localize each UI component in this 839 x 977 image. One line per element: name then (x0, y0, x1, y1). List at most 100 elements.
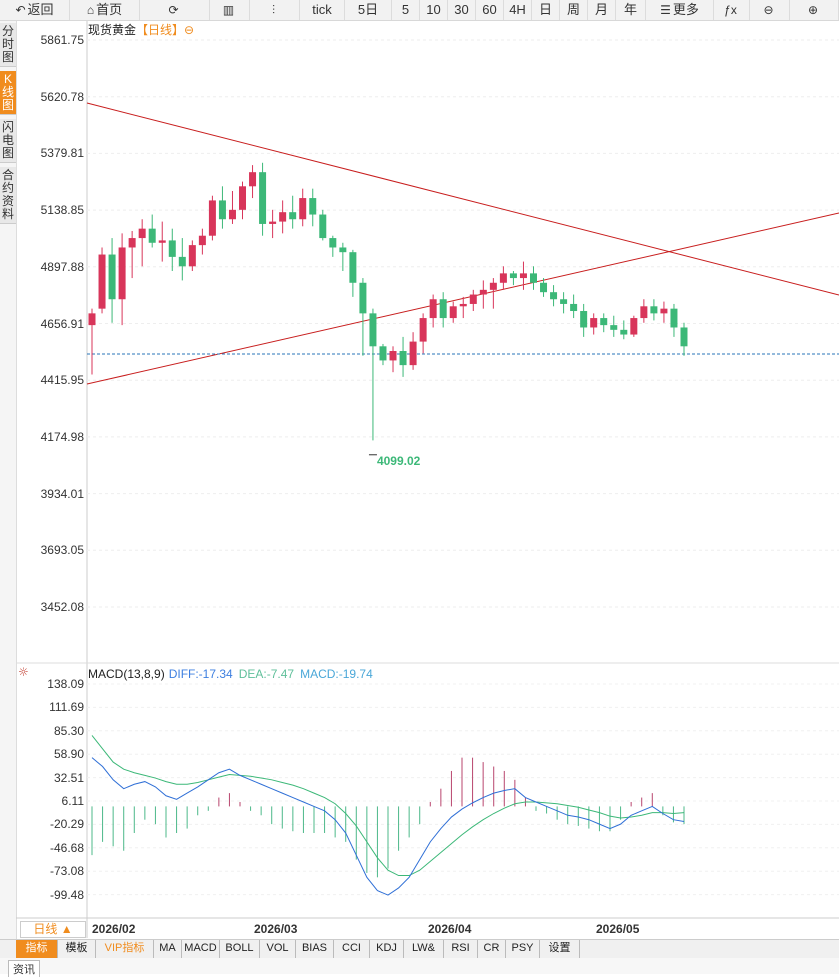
60min-button[interactable]: 60 (476, 0, 504, 20)
candle-body (198, 235, 206, 246)
4h-button[interactable]: 4H (504, 0, 532, 20)
10min-button[interactable]: 10 (420, 0, 448, 20)
formula-button[interactable]: ƒx (714, 0, 750, 20)
macd-tick-label: 138.09 (47, 677, 84, 691)
indicator-tabs: 指标 模板 VIP指标 MA MACD BOLL VOL BIAS CCI KDJ LW& RSI CR… (0, 939, 839, 959)
date-tick-label: 2026/02 (92, 922, 136, 936)
chart-title: 现货黄金【日线】⊖ (88, 21, 194, 38)
candle-body (168, 240, 176, 257)
macd-diff-value: DIFF:-17.34 (168, 667, 233, 681)
year-button[interactable]: 年 (616, 0, 646, 20)
tab-contract-info[interactable]: 合约资料 (0, 167, 16, 224)
candle-body (640, 306, 648, 319)
candle-body (519, 273, 527, 279)
week-button[interactable]: 周 (560, 0, 588, 20)
toolbar-label: 30 (454, 2, 469, 17)
month-button[interactable]: 月 (588, 0, 616, 20)
candle-body (98, 254, 106, 309)
macd-params: MACD(13,8,9) (88, 667, 165, 681)
news-tab[interactable]: 资讯 (8, 960, 40, 977)
zoom-in-icon: ⊕ (807, 3, 819, 17)
price-tick-label: 5861.75 (40, 33, 84, 47)
chart-type-button[interactable]: ▥ (210, 0, 250, 20)
toolbar-label: 5日 (357, 2, 379, 17)
price-tick-label: 4897.88 (40, 259, 84, 274)
candle-body (489, 282, 497, 290)
zoom-out-button[interactable]: ⊖ (750, 0, 790, 20)
indicator-tab[interactable]: 指标 (16, 940, 58, 958)
candle-body (88, 313, 96, 326)
indicator-tab[interactable]: CCI (334, 940, 370, 958)
candle-body (218, 200, 226, 220)
day-button[interactable]: 日 (532, 0, 560, 20)
indicator-tab[interactable]: VOL (260, 940, 296, 958)
macd-hist-value: MACD:-19.74 (300, 667, 373, 681)
candle-body (670, 308, 678, 328)
candle-body (560, 299, 568, 304)
price-tick-label: 4415.95 (40, 373, 84, 388)
candle-body (329, 238, 337, 248)
5min-button[interactable]: 5 (392, 0, 420, 20)
toolbar-label: 返回 (27, 2, 54, 17)
tick-button[interactable]: tick (300, 0, 345, 20)
candle-body (449, 306, 457, 319)
toolbar-label: 日 (538, 2, 552, 17)
macd-tick-label: -46.68 (49, 840, 84, 855)
indicator-tab[interactable]: VIP指标 (96, 940, 154, 958)
more-button[interactable]: ☰ 更多 (646, 0, 714, 20)
candle-body (319, 214, 327, 239)
home-icon: ⌂ (86, 3, 95, 17)
indicator-tab[interactable]: MA (154, 940, 182, 958)
candle-body (389, 351, 397, 361)
candle-body (369, 313, 377, 347)
indicator-tab[interactable]: CR (478, 940, 506, 958)
macd-legend: MACD(13,8,9) DIFF:-17.34 DEA:-7.47 MACD:-19… (88, 667, 373, 681)
indicator-tab[interactable]: LW& (404, 940, 444, 958)
candle-type-button[interactable]: ⫶ (250, 0, 300, 20)
price-tick-label: 4174.98 (40, 429, 84, 444)
indicator-tab[interactable]: BOLL (220, 940, 260, 958)
home-button[interactable]: ⌂ 首页 (70, 0, 140, 20)
candle-body (419, 318, 427, 342)
macd-tick-label: -99.48 (49, 887, 84, 902)
tab-flash-chart[interactable]: 闪电图 (0, 119, 16, 163)
candle-body (148, 228, 156, 243)
back-arrow-icon: ↶ (15, 3, 26, 17)
macd-tick-label: 6.11 (61, 794, 84, 808)
date-tick-label: 2026/03 (254, 922, 298, 936)
macd-tick-label: 85.30 (53, 723, 84, 738)
indicator-tab[interactable]: BIAS (296, 940, 334, 958)
candle-body (359, 282, 367, 314)
zoom-out-icon: ⊖ (763, 3, 774, 17)
side-tab-label: 合约资料 (1, 168, 14, 221)
settings-circle-icon[interactable]: ⊖ (184, 23, 195, 37)
back-button[interactable]: ↶ 返回 (0, 0, 70, 20)
indicator-tab[interactable]: 模板 (58, 940, 96, 958)
candle-body (138, 228, 146, 239)
period-tag[interactable]: 【日线】 (136, 23, 185, 37)
indicator-tab[interactable]: MACD (182, 940, 220, 958)
bar-chart-icon: ▥ (222, 3, 235, 17)
candle-body (570, 303, 578, 312)
tab-time-chart[interactable]: 分时图 (0, 23, 16, 67)
candle-body (249, 172, 257, 187)
date-tick-label: 2026/05 (596, 922, 640, 936)
indicator-tab[interactable]: RSI (444, 940, 478, 958)
candle-body (118, 247, 126, 300)
5day-button[interactable]: 5日 (345, 0, 392, 20)
toolbar-label: 60 (482, 2, 497, 17)
indicator-tab[interactable]: KDJ (370, 940, 404, 958)
period-select-button[interactable]: 日线 ▲ (20, 921, 86, 938)
candle-body (650, 306, 658, 314)
candle-body (459, 303, 467, 307)
refresh-button[interactable]: ⟳ (140, 0, 210, 20)
price-tick-label: 3693.05 (40, 543, 84, 558)
30min-button[interactable]: 30 (448, 0, 476, 20)
indicator-tab[interactable]: PSY (506, 940, 540, 958)
indicator-tab[interactable]: 设置 (540, 940, 580, 958)
sun-settings-icon: ☼ (18, 665, 29, 679)
price-tick-label: 3934.01 (40, 486, 84, 501)
